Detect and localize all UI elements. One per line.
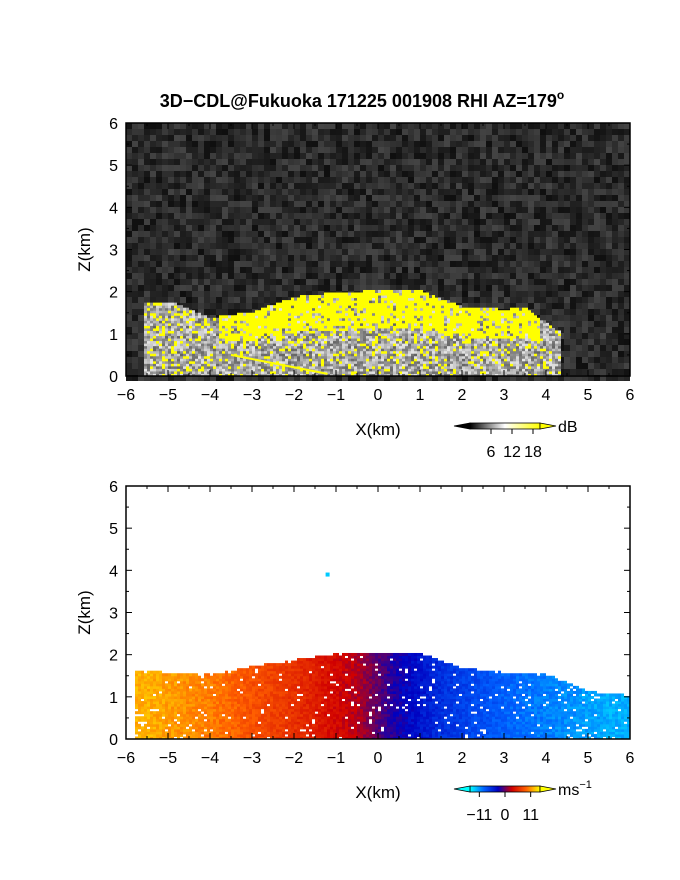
x-tick-label: −2 [285, 387, 303, 404]
colorbar-tick-label: 18 [524, 444, 542, 461]
x-axis-label: X(km) [355, 420, 400, 439]
x-tick-label: 6 [626, 750, 635, 767]
x-tick-label: 4 [542, 750, 551, 767]
x-tick-label: 1 [416, 750, 425, 767]
y-tick-label: 3 [109, 243, 118, 260]
x-tick-label: 2 [458, 387, 467, 404]
y-axis-label: Z(km) [75, 590, 94, 634]
x-tick-label: 3 [500, 387, 509, 404]
colorbar-unit: dB [558, 419, 578, 436]
x-tick-label: 0 [374, 750, 383, 767]
x-tick-label: 5 [584, 387, 593, 404]
y-tick-label: 4 [109, 200, 118, 217]
y-tick-label: 5 [109, 521, 118, 538]
colorbar-high-arrow [539, 785, 557, 793]
plot-area [126, 486, 630, 740]
y-tick-label: 0 [109, 369, 118, 386]
y-tick-label: 4 [109, 563, 118, 580]
velocity-panel: −6 −5 −4 −3 −2 −1 0 1 2 3 4 5 6 0 1 2 3 4 5 6 X(km) Z(km) −11 0… [75, 479, 635, 824]
x-tick-label: 6 [626, 387, 635, 404]
colorbar-ramp [469, 785, 541, 793]
y-tick-label: 2 [109, 648, 118, 665]
colorbar-low-arrow [453, 785, 471, 793]
y-tick-label: 3 [109, 606, 118, 623]
x-tick-label: 3 [500, 750, 509, 767]
colorbar-tick-label: 12 [503, 444, 521, 461]
colorbar-tick-label: 0 [501, 807, 510, 824]
x-tick-label: −5 [159, 750, 177, 767]
y-tick-label: 0 [109, 732, 118, 749]
isolated-echo-point [325, 572, 330, 577]
echo-region [144, 289, 561, 377]
colorbar-low-arrow [453, 422, 471, 430]
y-axis-label: Z(km) [75, 227, 94, 271]
x-tick-label: −2 [285, 750, 303, 767]
x-tick-label: 1 [416, 387, 425, 404]
colorbar-tick-label: −11 [466, 807, 492, 824]
velocity-region [135, 572, 630, 740]
x-tick-label: 4 [542, 387, 551, 404]
colorbar-high-arrow [539, 422, 557, 430]
x-tick-label: 2 [458, 750, 467, 767]
x-tick-label: 0 [374, 387, 383, 404]
figure-title: 3D−CDL@Fukuoka 171225 001908 RHI AZ=179o [160, 88, 564, 111]
x-tick-label: −5 [159, 387, 177, 404]
colorbar: −11 0 11 ms−1 [453, 779, 592, 824]
x-tick-label: −1 [327, 387, 345, 404]
axes: −6 −5 −4 −3 −2 −1 0 1 2 3 4 5 6 0 1 2 3 4 5 6 X(km) Z(km) [75, 479, 635, 802]
x-tick-label: −4 [201, 750, 219, 767]
colorbar-tick-label: 6 [487, 444, 496, 461]
x-tick-label: −6 [117, 387, 135, 404]
x-tick-label: −3 [243, 387, 261, 404]
colorbar-unit: ms−1 [558, 779, 592, 799]
x-tick-label: −3 [243, 750, 261, 767]
low-echo-streak [230, 353, 328, 375]
axes: −6 −5 −4 −3 −2 −1 0 1 2 3 4 5 6 0 1 2 3 4 5 6 X(km) Z(km) [75, 116, 635, 439]
plot-area [126, 123, 630, 381]
y-tick-label: 1 [109, 327, 118, 344]
y-tick-label: 6 [109, 479, 118, 496]
x-tick-label: −1 [327, 750, 345, 767]
x-tick-label: −4 [201, 387, 219, 404]
y-tick-label: 6 [109, 116, 118, 133]
x-tick-label: −6 [117, 750, 135, 767]
x-tick-label: 5 [584, 750, 593, 767]
y-tick-label: 2 [109, 285, 118, 302]
colorbar-tick-label: 11 [522, 807, 539, 824]
y-tick-label: 5 [109, 158, 118, 175]
x-axis-label: X(km) [355, 783, 400, 802]
colorbar-ramp [469, 422, 541, 430]
colorbar: 6 12 18 dB [453, 419, 578, 461]
y-tick-label: 1 [109, 690, 118, 707]
